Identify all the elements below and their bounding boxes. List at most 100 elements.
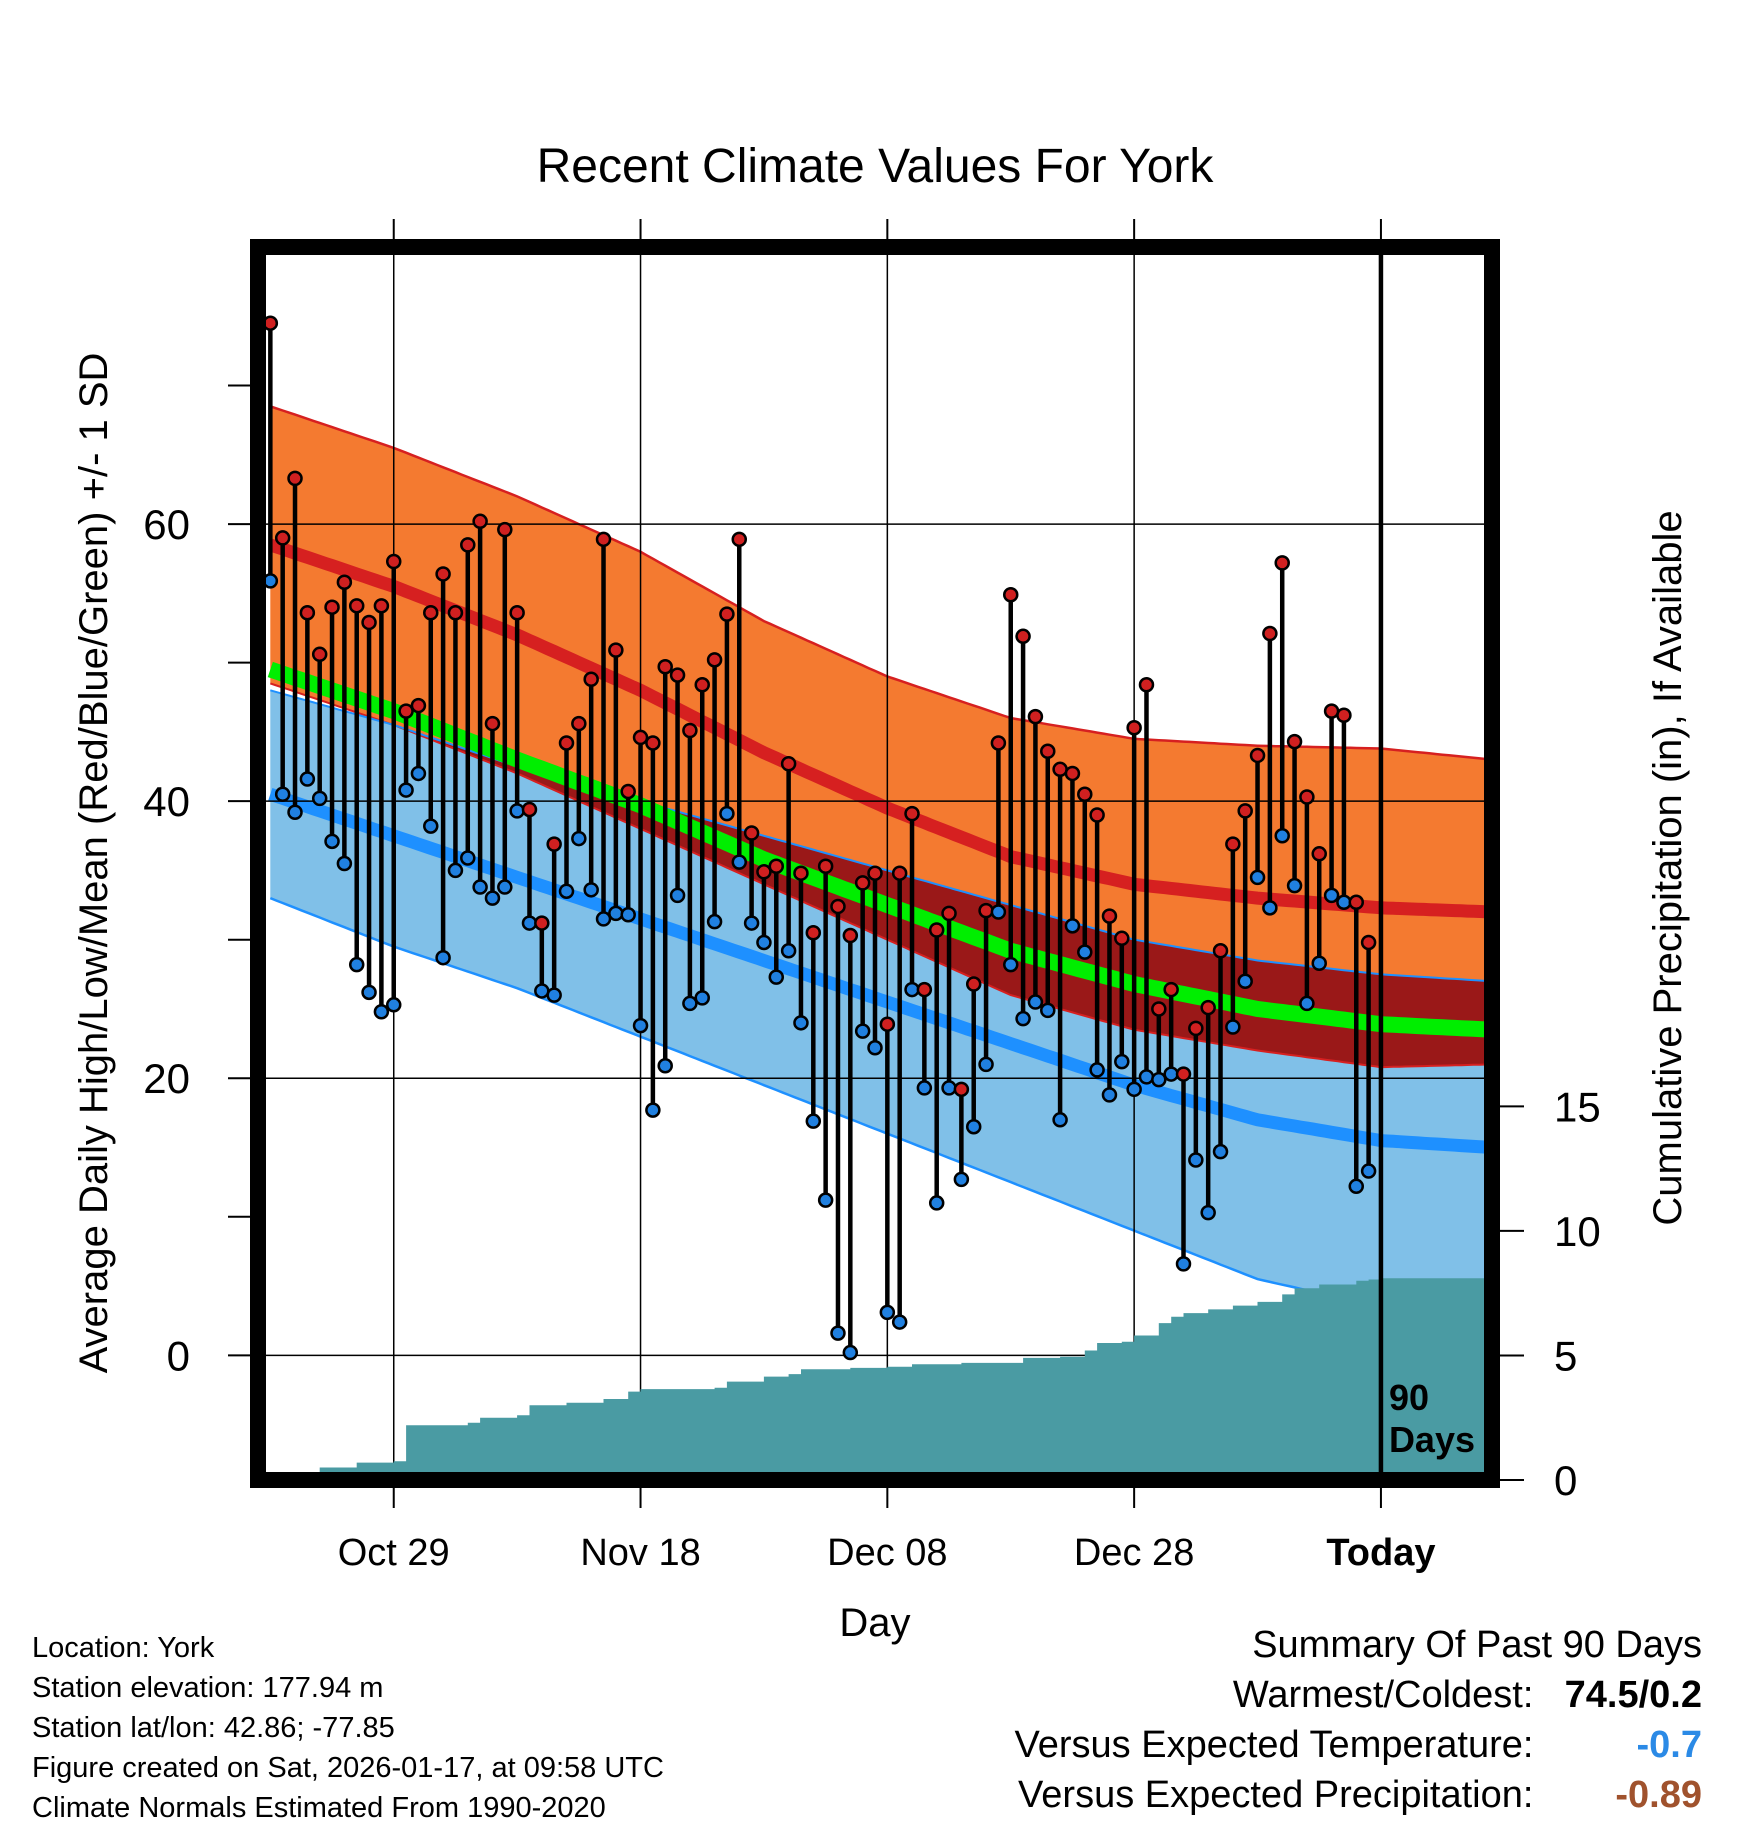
low-point xyxy=(1052,1112,1068,1128)
low-point xyxy=(706,913,723,930)
high-point xyxy=(830,898,846,915)
low-point xyxy=(805,1113,822,1129)
low-point xyxy=(1138,1069,1155,1085)
latlon-text: Station lat/lon: 42.86; -77.85 xyxy=(32,1712,395,1744)
high-point xyxy=(1212,943,1229,959)
high-point xyxy=(953,1081,970,1098)
low-point xyxy=(521,915,538,931)
high-point xyxy=(299,604,316,621)
high-point xyxy=(398,703,414,719)
low-point xyxy=(324,833,340,850)
y2-axis-label: Cumulative Precipitation (in), If Availa… xyxy=(1646,510,1690,1225)
observations xyxy=(262,315,1377,1361)
low-point xyxy=(780,943,797,959)
high-normal-line xyxy=(268,538,1492,919)
high-point xyxy=(978,902,994,919)
low-point xyxy=(1077,944,1093,960)
low-point xyxy=(817,1192,834,1208)
low-point xyxy=(398,782,414,798)
low-normal-line xyxy=(268,788,1492,1154)
high-point xyxy=(1015,628,1031,645)
low-point xyxy=(583,882,599,898)
high-point xyxy=(965,976,982,992)
high-point xyxy=(731,531,748,548)
low-point xyxy=(460,850,476,866)
low-point xyxy=(274,786,291,802)
high-point xyxy=(324,599,340,615)
y2-tick-label: 0 xyxy=(1554,1457,1577,1504)
x-tick-label: Today xyxy=(1326,1532,1435,1574)
high-point xyxy=(904,805,920,822)
high-point xyxy=(990,735,1007,751)
high-point xyxy=(595,531,612,548)
high-point xyxy=(1323,703,1340,719)
high-point xyxy=(1101,908,1118,924)
low-point xyxy=(1101,1087,1118,1103)
chart-title: Recent Climate Values For York xyxy=(537,140,1215,193)
high-point xyxy=(719,606,735,622)
high-point xyxy=(423,604,439,621)
low-point xyxy=(410,765,427,782)
high-point xyxy=(1348,894,1365,911)
low-point xyxy=(941,1080,957,1096)
high-point xyxy=(348,598,365,614)
low-point xyxy=(1262,900,1278,916)
low-point xyxy=(1360,1163,1377,1179)
high-point xyxy=(1089,807,1105,823)
x-axis-label: Day xyxy=(839,1601,910,1645)
warmest-label: Warmest/Coldest: xyxy=(1232,1674,1534,1716)
low-point xyxy=(768,969,785,985)
high-point xyxy=(311,646,328,663)
low-point xyxy=(311,790,328,807)
warmest-value: 74.5/0.2 xyxy=(1564,1674,1702,1716)
high-point xyxy=(805,925,822,941)
location-text: Location: York xyxy=(32,1632,215,1664)
low-point xyxy=(620,907,636,923)
high-point xyxy=(842,927,859,944)
high-point xyxy=(385,553,402,570)
high-point xyxy=(916,981,933,998)
high-point xyxy=(1237,803,1253,819)
low-point xyxy=(978,1056,994,1073)
low-point xyxy=(1336,894,1352,911)
created-text: Figure created on Sat, 2026-01-17, at 09… xyxy=(32,1752,664,1784)
low-point xyxy=(854,1023,871,1039)
low-point xyxy=(1237,973,1253,990)
low-point xyxy=(793,1015,809,1031)
high-point xyxy=(583,671,599,687)
low-point xyxy=(1064,918,1081,934)
high-point xyxy=(1040,743,1056,760)
low-point xyxy=(1175,1256,1192,1272)
high-point xyxy=(793,865,809,881)
low-point xyxy=(682,995,698,1012)
high-point xyxy=(608,642,624,658)
today-label-days: Days xyxy=(1389,1419,1475,1460)
y-tick-label: 40 xyxy=(143,778,190,825)
high-point xyxy=(546,836,562,852)
precip-label: Versus Expected Precipitation: xyxy=(1018,1774,1534,1816)
x-tick-label: Nov 18 xyxy=(580,1532,700,1574)
high-point xyxy=(1163,981,1179,998)
y-tick-label: 20 xyxy=(143,1055,190,1102)
high-point xyxy=(854,875,871,891)
high-point xyxy=(373,598,390,614)
temp-label: Versus Expected Temperature: xyxy=(1014,1724,1534,1766)
low-point xyxy=(719,805,735,822)
low-point xyxy=(1225,1019,1241,1035)
high-point xyxy=(620,783,636,800)
high-point xyxy=(1175,1066,1192,1082)
high-point xyxy=(1360,934,1377,951)
high-point xyxy=(274,530,291,546)
low-point xyxy=(1027,994,1044,1010)
high-point xyxy=(1286,733,1303,750)
high-point xyxy=(1299,789,1315,805)
y-axis-label: Average Daily High/Low/Mean (Red/Blue/Gr… xyxy=(72,353,116,1374)
low-point xyxy=(1151,1071,1167,1088)
low-point xyxy=(385,997,402,1013)
high-point xyxy=(410,697,427,714)
high-point xyxy=(361,614,377,631)
low-point xyxy=(1311,955,1327,971)
low-point xyxy=(595,911,612,927)
low-point xyxy=(756,934,772,951)
